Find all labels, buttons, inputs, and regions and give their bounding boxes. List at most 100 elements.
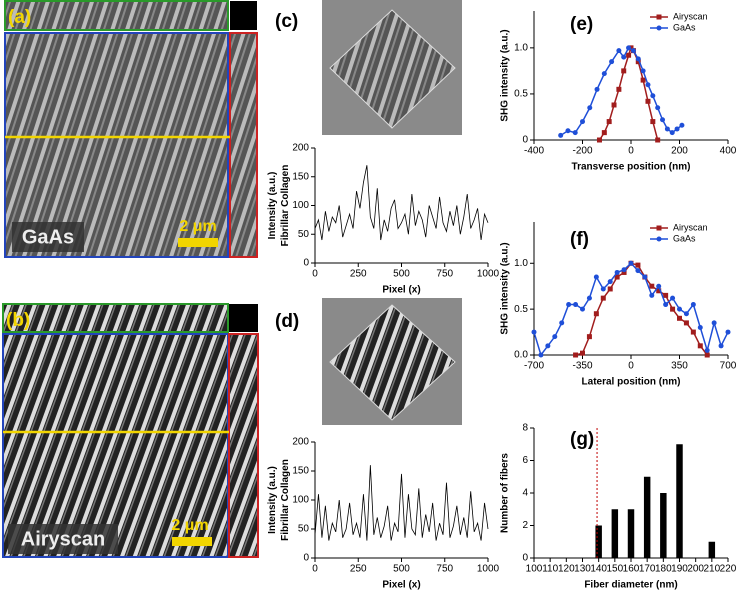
x-tick-label: 190 (671, 564, 688, 575)
marker (600, 286, 606, 292)
x-tick-label: 500 (393, 564, 410, 575)
y-tick-label: 1.0 (514, 258, 528, 269)
marker (670, 295, 676, 301)
image-label: Airyscan (21, 528, 106, 550)
marker (559, 320, 565, 326)
marker (552, 334, 558, 340)
line (314, 465, 489, 541)
marker (621, 269, 627, 275)
marker (635, 59, 641, 65)
x-tick-label: 0 (312, 564, 318, 575)
panel-label: (d) (275, 311, 299, 332)
marker (635, 262, 641, 268)
marker (663, 292, 669, 298)
marker (601, 71, 607, 77)
x-tick-label: 110 (542, 564, 558, 575)
x-axis-label: Lateral position (nm) (582, 377, 681, 388)
marker (558, 132, 564, 138)
marker (697, 324, 703, 330)
marker (621, 54, 627, 60)
panel-label: (g) (570, 429, 594, 450)
bar (660, 493, 667, 558)
marker (586, 334, 592, 340)
legend-marker (656, 225, 662, 231)
marker (596, 137, 602, 143)
label-box (8, 524, 118, 554)
marker (626, 52, 632, 58)
marker (614, 274, 620, 280)
x-tick-label: 200 (671, 146, 688, 157)
marker (642, 274, 648, 280)
marker (616, 86, 622, 92)
y-tick-label: 50 (298, 229, 310, 240)
marker (621, 68, 627, 74)
x-tick-label: 100 (526, 564, 543, 575)
marker (683, 311, 689, 317)
x-tick-label: 210 (703, 564, 720, 575)
x-tick-label: 750 (436, 269, 453, 280)
y-tick-label: 0.0 (514, 350, 528, 361)
marker (611, 102, 617, 108)
line (314, 165, 489, 241)
x-tick-label: -400 (524, 146, 544, 157)
corner (230, 1, 257, 30)
legend-marker (656, 236, 662, 242)
marker (650, 119, 656, 125)
marker (614, 269, 620, 275)
marker (626, 45, 632, 51)
y-tick-label: 0 (522, 553, 528, 564)
marker (690, 302, 696, 308)
y-axis-label: Number of fibers (500, 453, 511, 533)
x-tick-label: 250 (350, 269, 367, 280)
marker (640, 68, 646, 74)
y-tick-label: 50 (298, 524, 310, 535)
marker (640, 77, 646, 83)
marker (531, 329, 537, 335)
line (598, 46, 659, 141)
y-axis-label: Intensity (a.u.) (267, 466, 278, 534)
marker (679, 122, 685, 128)
x-tick-label: -350 (572, 361, 592, 372)
x-tick-label: 200 (687, 564, 704, 575)
y-tick-label: 4 (522, 488, 528, 499)
y-tick-label: 100 (292, 200, 309, 211)
legend-label: GaAs (673, 22, 696, 32)
marker (649, 283, 655, 289)
xz-strip (2, 303, 229, 333)
marker (635, 56, 641, 62)
x-tick-label: 0 (628, 361, 634, 372)
marker (628, 260, 634, 266)
y-tick-label: 200 (292, 437, 309, 448)
marker (725, 329, 731, 335)
y-tick-label: 150 (292, 466, 309, 477)
y-axis-label: SHG intensity (a.u.) (500, 242, 511, 334)
bar (627, 509, 635, 558)
line (560, 46, 683, 137)
corner (229, 304, 258, 332)
marker (545, 343, 551, 349)
x-tick-label: 180 (655, 564, 672, 575)
y-tick-label: 0.5 (514, 89, 528, 100)
marker (645, 82, 651, 88)
y-tick-label: 8 (522, 423, 528, 434)
legend-label: GaAs (673, 233, 696, 243)
x-axis-label: Pixel (x) (382, 580, 420, 591)
bar (708, 541, 716, 558)
y-tick-label: 0 (303, 553, 309, 564)
y-tick-label: 0 (522, 135, 528, 146)
scale-bar (178, 238, 218, 247)
y-axis-label: Intensity (a.u.) (267, 172, 278, 240)
marker (630, 48, 636, 54)
x-tick-label: 250 (350, 564, 367, 575)
scale-label: 2 μm (171, 517, 208, 534)
panel-label: (a) (8, 7, 31, 28)
x-tick-label: 750 (436, 564, 453, 575)
micrograph (2, 333, 229, 558)
marker (606, 119, 612, 125)
marker (573, 302, 579, 308)
marker (607, 279, 613, 285)
y-tick-label: 0.5 (514, 304, 528, 315)
bar (676, 444, 683, 558)
x-tick-label: 700 (720, 361, 737, 372)
marker (594, 86, 600, 92)
